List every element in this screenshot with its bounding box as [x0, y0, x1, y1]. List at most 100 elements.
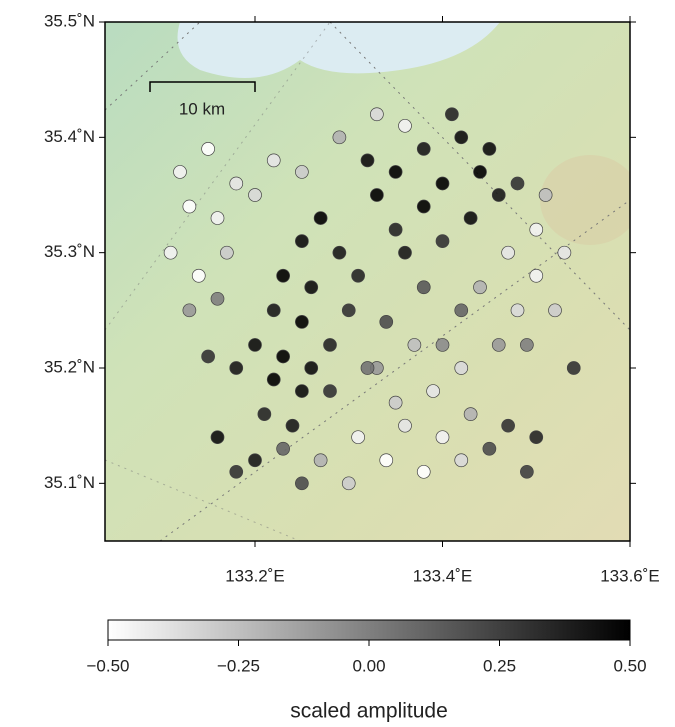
station	[295, 315, 308, 328]
y-tick-label: 35.3˚N	[44, 242, 95, 261]
station	[436, 338, 449, 351]
station	[295, 385, 308, 398]
y-tick-label: 35.2˚N	[44, 357, 95, 376]
map-figure: 10 km scaled amplitude 35.1˚N 35.2˚N 35.3˚…	[0, 0, 675, 727]
station	[520, 465, 533, 478]
station	[417, 281, 430, 294]
station	[530, 223, 543, 236]
station	[305, 362, 318, 375]
station	[380, 454, 393, 467]
station	[183, 200, 196, 213]
colorbar-tick-label: 0.00	[352, 656, 385, 675]
station	[389, 165, 402, 178]
station	[464, 212, 477, 225]
station	[230, 362, 243, 375]
station	[342, 477, 355, 490]
station	[192, 269, 205, 282]
station	[436, 177, 449, 190]
station	[408, 338, 421, 351]
station	[417, 142, 430, 155]
station	[211, 292, 224, 305]
station	[361, 362, 374, 375]
colorbar-tick-label: 0.50	[613, 656, 646, 675]
station	[202, 350, 215, 363]
station	[220, 246, 233, 259]
station	[474, 165, 487, 178]
x-tick-label: 133.2˚E	[225, 566, 285, 585]
colorbar-label: scaled amplitude	[290, 700, 448, 723]
station	[249, 454, 262, 467]
station	[389, 223, 402, 236]
colorbar	[108, 620, 630, 640]
station	[295, 165, 308, 178]
station	[230, 177, 243, 190]
station	[230, 465, 243, 478]
station	[389, 396, 402, 409]
station	[370, 189, 383, 202]
station	[464, 408, 477, 421]
station	[427, 385, 440, 398]
station	[511, 304, 524, 317]
station	[286, 419, 299, 432]
station	[361, 154, 374, 167]
station	[202, 142, 215, 155]
station	[492, 338, 505, 351]
station	[352, 431, 365, 444]
station	[277, 442, 290, 455]
station	[511, 177, 524, 190]
x-tick-label: 133.4˚E	[413, 566, 473, 585]
y-tick-label: 35.1˚N	[44, 473, 95, 492]
station	[474, 281, 487, 294]
station	[417, 200, 430, 213]
station	[558, 246, 571, 259]
colorbar-tick-label: −0.50	[86, 656, 129, 675]
station	[249, 189, 262, 202]
station	[211, 212, 224, 225]
station	[436, 431, 449, 444]
station	[399, 419, 412, 432]
station	[502, 419, 515, 432]
station	[295, 477, 308, 490]
station	[324, 385, 337, 398]
station	[333, 246, 346, 259]
station	[436, 235, 449, 248]
scale-bar-label: 10 km	[179, 99, 225, 118]
station	[492, 189, 505, 202]
station	[549, 304, 562, 317]
station	[399, 246, 412, 259]
station	[530, 269, 543, 282]
station	[267, 373, 280, 386]
y-tick-label: 35.4˚N	[44, 127, 95, 146]
colorbar-tick-label: 0.25	[483, 656, 516, 675]
station	[342, 304, 355, 317]
station	[267, 304, 280, 317]
station	[455, 362, 468, 375]
station	[352, 269, 365, 282]
station	[483, 442, 496, 455]
station	[333, 131, 346, 144]
station	[567, 362, 580, 375]
station	[455, 304, 468, 317]
station	[539, 189, 552, 202]
y-tick-label: 35.5˚N	[44, 11, 95, 30]
station	[370, 108, 383, 121]
station	[314, 212, 327, 225]
station	[211, 431, 224, 444]
station	[305, 281, 318, 294]
station	[380, 315, 393, 328]
station	[258, 408, 271, 421]
station	[174, 165, 187, 178]
station	[267, 154, 280, 167]
station	[295, 235, 308, 248]
x-tick-label: 133.6˚E	[600, 566, 660, 585]
station	[455, 131, 468, 144]
station	[183, 304, 196, 317]
station	[417, 465, 430, 478]
station	[249, 338, 262, 351]
colorbar-tick-label: −0.25	[217, 656, 260, 675]
station	[530, 431, 543, 444]
station	[520, 338, 533, 351]
station	[324, 338, 337, 351]
station	[483, 142, 496, 155]
station	[399, 119, 412, 132]
